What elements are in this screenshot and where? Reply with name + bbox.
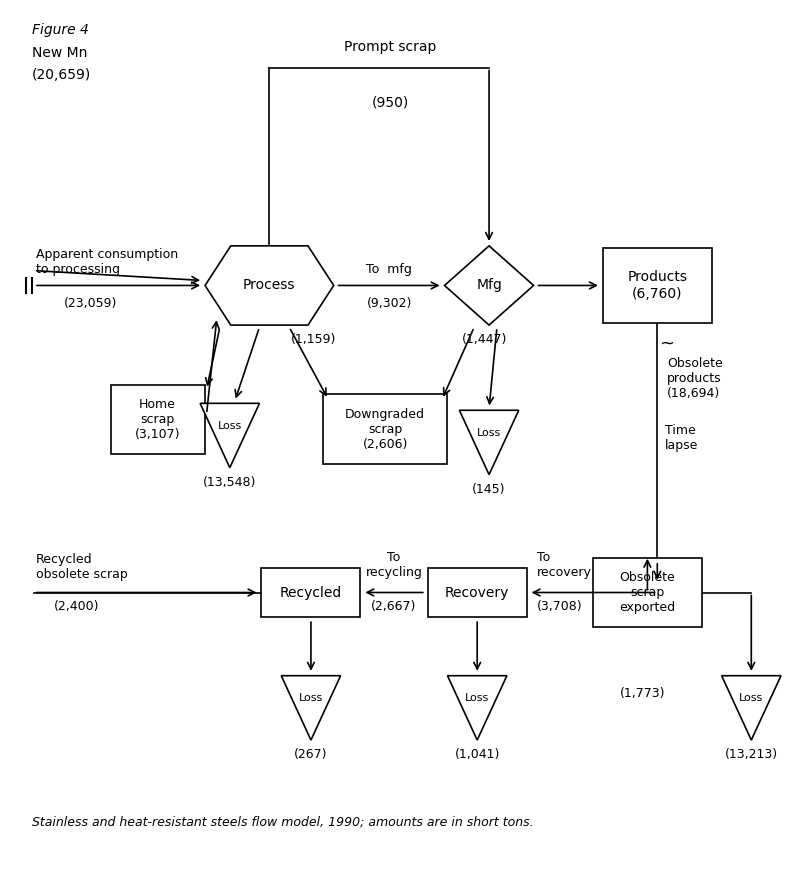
Text: (1,447): (1,447) xyxy=(462,333,507,346)
Text: Products
(6,760): Products (6,760) xyxy=(627,270,687,301)
Text: (23,059): (23,059) xyxy=(63,297,117,310)
Text: (13,213): (13,213) xyxy=(725,748,778,761)
Text: Loss: Loss xyxy=(465,693,490,704)
Text: (20,659): (20,659) xyxy=(32,67,91,81)
FancyBboxPatch shape xyxy=(593,558,702,628)
Text: Recovery: Recovery xyxy=(445,586,510,600)
Text: Loss: Loss xyxy=(739,693,763,704)
Text: (1,159): (1,159) xyxy=(291,333,337,346)
Text: Obsolete
products
(18,694): Obsolete products (18,694) xyxy=(667,357,723,400)
Text: To
recycling: To recycling xyxy=(366,551,422,579)
Text: (950): (950) xyxy=(371,95,409,109)
Text: Stainless and heat-resistant steels flow model, 1990; amounts are in short tons.: Stainless and heat-resistant steels flow… xyxy=(32,815,534,829)
Polygon shape xyxy=(459,410,518,475)
FancyBboxPatch shape xyxy=(262,568,361,617)
Text: (13,548): (13,548) xyxy=(203,475,257,489)
FancyBboxPatch shape xyxy=(428,568,526,617)
Text: Home
scrap
(3,107): Home scrap (3,107) xyxy=(135,398,180,440)
Text: To
recovery: To recovery xyxy=(537,551,591,579)
Text: Apparent consumption
to processing: Apparent consumption to processing xyxy=(36,247,178,275)
FancyBboxPatch shape xyxy=(603,248,712,323)
Text: (2,667): (2,667) xyxy=(371,600,417,614)
Text: Process: Process xyxy=(243,279,296,293)
FancyBboxPatch shape xyxy=(110,385,205,454)
Text: Mfg: Mfg xyxy=(476,279,502,293)
FancyBboxPatch shape xyxy=(323,394,447,464)
Text: Figure 4: Figure 4 xyxy=(32,23,89,37)
Polygon shape xyxy=(282,676,341,740)
Text: (1,041): (1,041) xyxy=(454,748,500,761)
Polygon shape xyxy=(200,403,259,468)
Text: Recycled
obsolete scrap: Recycled obsolete scrap xyxy=(36,552,127,580)
Text: Prompt scrap: Prompt scrap xyxy=(344,39,436,53)
Text: (1,773): (1,773) xyxy=(620,687,665,699)
Text: ~: ~ xyxy=(659,335,674,352)
Polygon shape xyxy=(205,246,334,325)
Text: New Mn: New Mn xyxy=(32,45,87,59)
Polygon shape xyxy=(447,676,507,740)
Polygon shape xyxy=(445,246,534,325)
Text: Recycled: Recycled xyxy=(280,586,342,600)
Text: (145): (145) xyxy=(472,482,506,496)
Text: Loss: Loss xyxy=(218,421,242,431)
Text: To  mfg: To mfg xyxy=(366,262,412,275)
Text: (267): (267) xyxy=(294,748,328,761)
Text: (9,302): (9,302) xyxy=(366,297,412,310)
Text: (3,708): (3,708) xyxy=(537,600,582,614)
Polygon shape xyxy=(722,676,781,740)
Text: Loss: Loss xyxy=(477,427,501,438)
Text: Loss: Loss xyxy=(299,693,323,704)
Text: Downgraded
scrap
(2,606): Downgraded scrap (2,606) xyxy=(345,407,425,451)
Text: Time
lapse: Time lapse xyxy=(666,424,698,452)
Text: Obsolete
scrap
exported: Obsolete scrap exported xyxy=(619,571,675,614)
Text: (2,400): (2,400) xyxy=(54,600,99,614)
